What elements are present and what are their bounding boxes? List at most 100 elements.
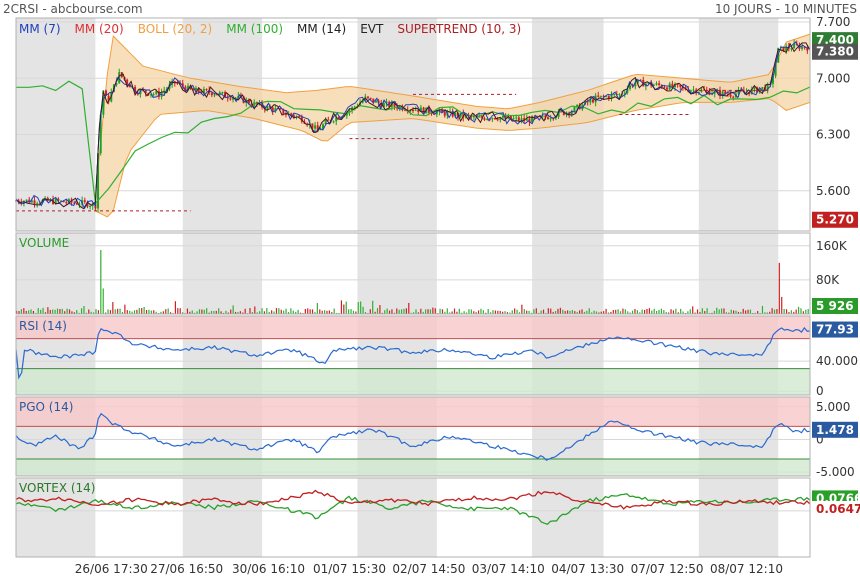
candle-body	[639, 79, 642, 81]
volume-bar	[759, 312, 761, 314]
volume-bar	[663, 310, 665, 314]
volume-bar	[242, 312, 244, 314]
volume-bar	[275, 308, 278, 314]
volume-bar	[687, 311, 689, 314]
volume-bar	[629, 312, 631, 314]
volume-bar	[16, 310, 18, 314]
candle-body	[528, 118, 531, 123]
volume-bar	[603, 311, 605, 314]
candle-body	[210, 92, 213, 96]
candle-body	[298, 116, 301, 118]
volume-bar	[227, 312, 229, 314]
candle-body	[753, 87, 756, 90]
candle-body	[417, 109, 420, 112]
volume-bar	[20, 309, 23, 314]
candle-body	[382, 103, 385, 108]
volume-bar	[728, 312, 730, 314]
rsi-overbought-zone	[16, 316, 810, 339]
x-tick-7: 07/07 12:50	[631, 562, 704, 576]
volume-bar	[434, 308, 436, 314]
volume-bar	[198, 309, 201, 314]
volume-bar	[138, 308, 140, 314]
volume-bar	[473, 311, 475, 314]
day-shade-price-4	[698, 18, 779, 231]
candle-body	[221, 92, 224, 94]
volume-bar	[668, 312, 670, 314]
volume-bar	[800, 308, 802, 314]
volume-bar	[699, 312, 701, 314]
candle-body	[544, 115, 547, 118]
price-low-badge: 5.270	[816, 213, 854, 227]
candle-body	[374, 100, 377, 103]
volume-bar	[607, 312, 610, 314]
candle-body	[97, 153, 100, 209]
volume-bar	[30, 309, 32, 314]
volume-bar	[309, 309, 311, 314]
volume-bar	[788, 312, 790, 314]
volume-bar	[384, 310, 386, 314]
volume-bar	[210, 310, 213, 314]
candle-body	[562, 111, 565, 115]
volume-bar	[107, 309, 109, 314]
rsi-title: RSI (14)	[19, 319, 67, 333]
volume-bar	[88, 309, 90, 314]
legend-item-5: EVT	[360, 22, 384, 36]
volume-bar	[105, 312, 107, 314]
candle-body	[369, 97, 372, 99]
candle-body	[591, 99, 594, 103]
x-tick-6: 04/07 13:30	[551, 562, 624, 576]
volume-bar	[109, 310, 112, 314]
candle-body	[486, 119, 489, 121]
volume-bar	[316, 303, 318, 314]
volume-bar	[708, 312, 711, 314]
candle-body	[179, 83, 182, 85]
candle-body	[602, 95, 605, 97]
volume-bar	[694, 312, 696, 314]
volume-last-badge-bg	[812, 298, 858, 314]
volume-bar	[97, 310, 100, 314]
rsi-oversold-zone	[16, 368, 810, 395]
volume-bar	[261, 308, 263, 314]
candle-body	[205, 89, 208, 91]
volume-bar	[263, 311, 266, 314]
candle-body	[803, 46, 806, 49]
candle-body	[692, 89, 695, 91]
volume-bar	[482, 310, 484, 314]
volume-bar	[646, 308, 648, 314]
candle-body	[785, 46, 788, 52]
volume-bar	[658, 309, 660, 314]
day-shade-volume-3	[532, 233, 604, 314]
volume-bar	[795, 309, 797, 314]
volume-bar	[696, 309, 699, 314]
volume-bar	[511, 310, 513, 314]
volume-bar	[254, 306, 256, 314]
volume-bar	[314, 311, 316, 314]
volume-bar	[615, 309, 617, 314]
volume-title: VOLUME	[19, 236, 69, 250]
candle-body	[290, 113, 293, 116]
volume-bar	[533, 309, 535, 314]
volume-bar	[692, 306, 694, 314]
volume-bar	[208, 312, 210, 314]
volume-bar	[761, 305, 764, 314]
volume-bar	[518, 312, 521, 314]
volume-bar	[102, 288, 104, 314]
volume-bar	[432, 307, 434, 314]
volume-bar	[333, 308, 335, 314]
volume-bar	[461, 312, 463, 314]
candle-body	[332, 121, 335, 123]
candle-body	[605, 96, 608, 98]
volume-bar	[456, 311, 458, 314]
day-shade-vortex-1	[182, 478, 263, 557]
volume-bar	[441, 309, 444, 314]
candle-body	[549, 118, 552, 120]
volume-bar	[509, 312, 511, 314]
series-layer	[15, 33, 811, 526]
candle-body	[335, 116, 338, 122]
candle-body	[422, 107, 425, 114]
candle-body	[181, 83, 184, 87]
volume-bar	[771, 308, 773, 314]
volume-bar	[165, 309, 167, 314]
candle-body	[764, 87, 767, 91]
candle-body	[509, 115, 512, 119]
